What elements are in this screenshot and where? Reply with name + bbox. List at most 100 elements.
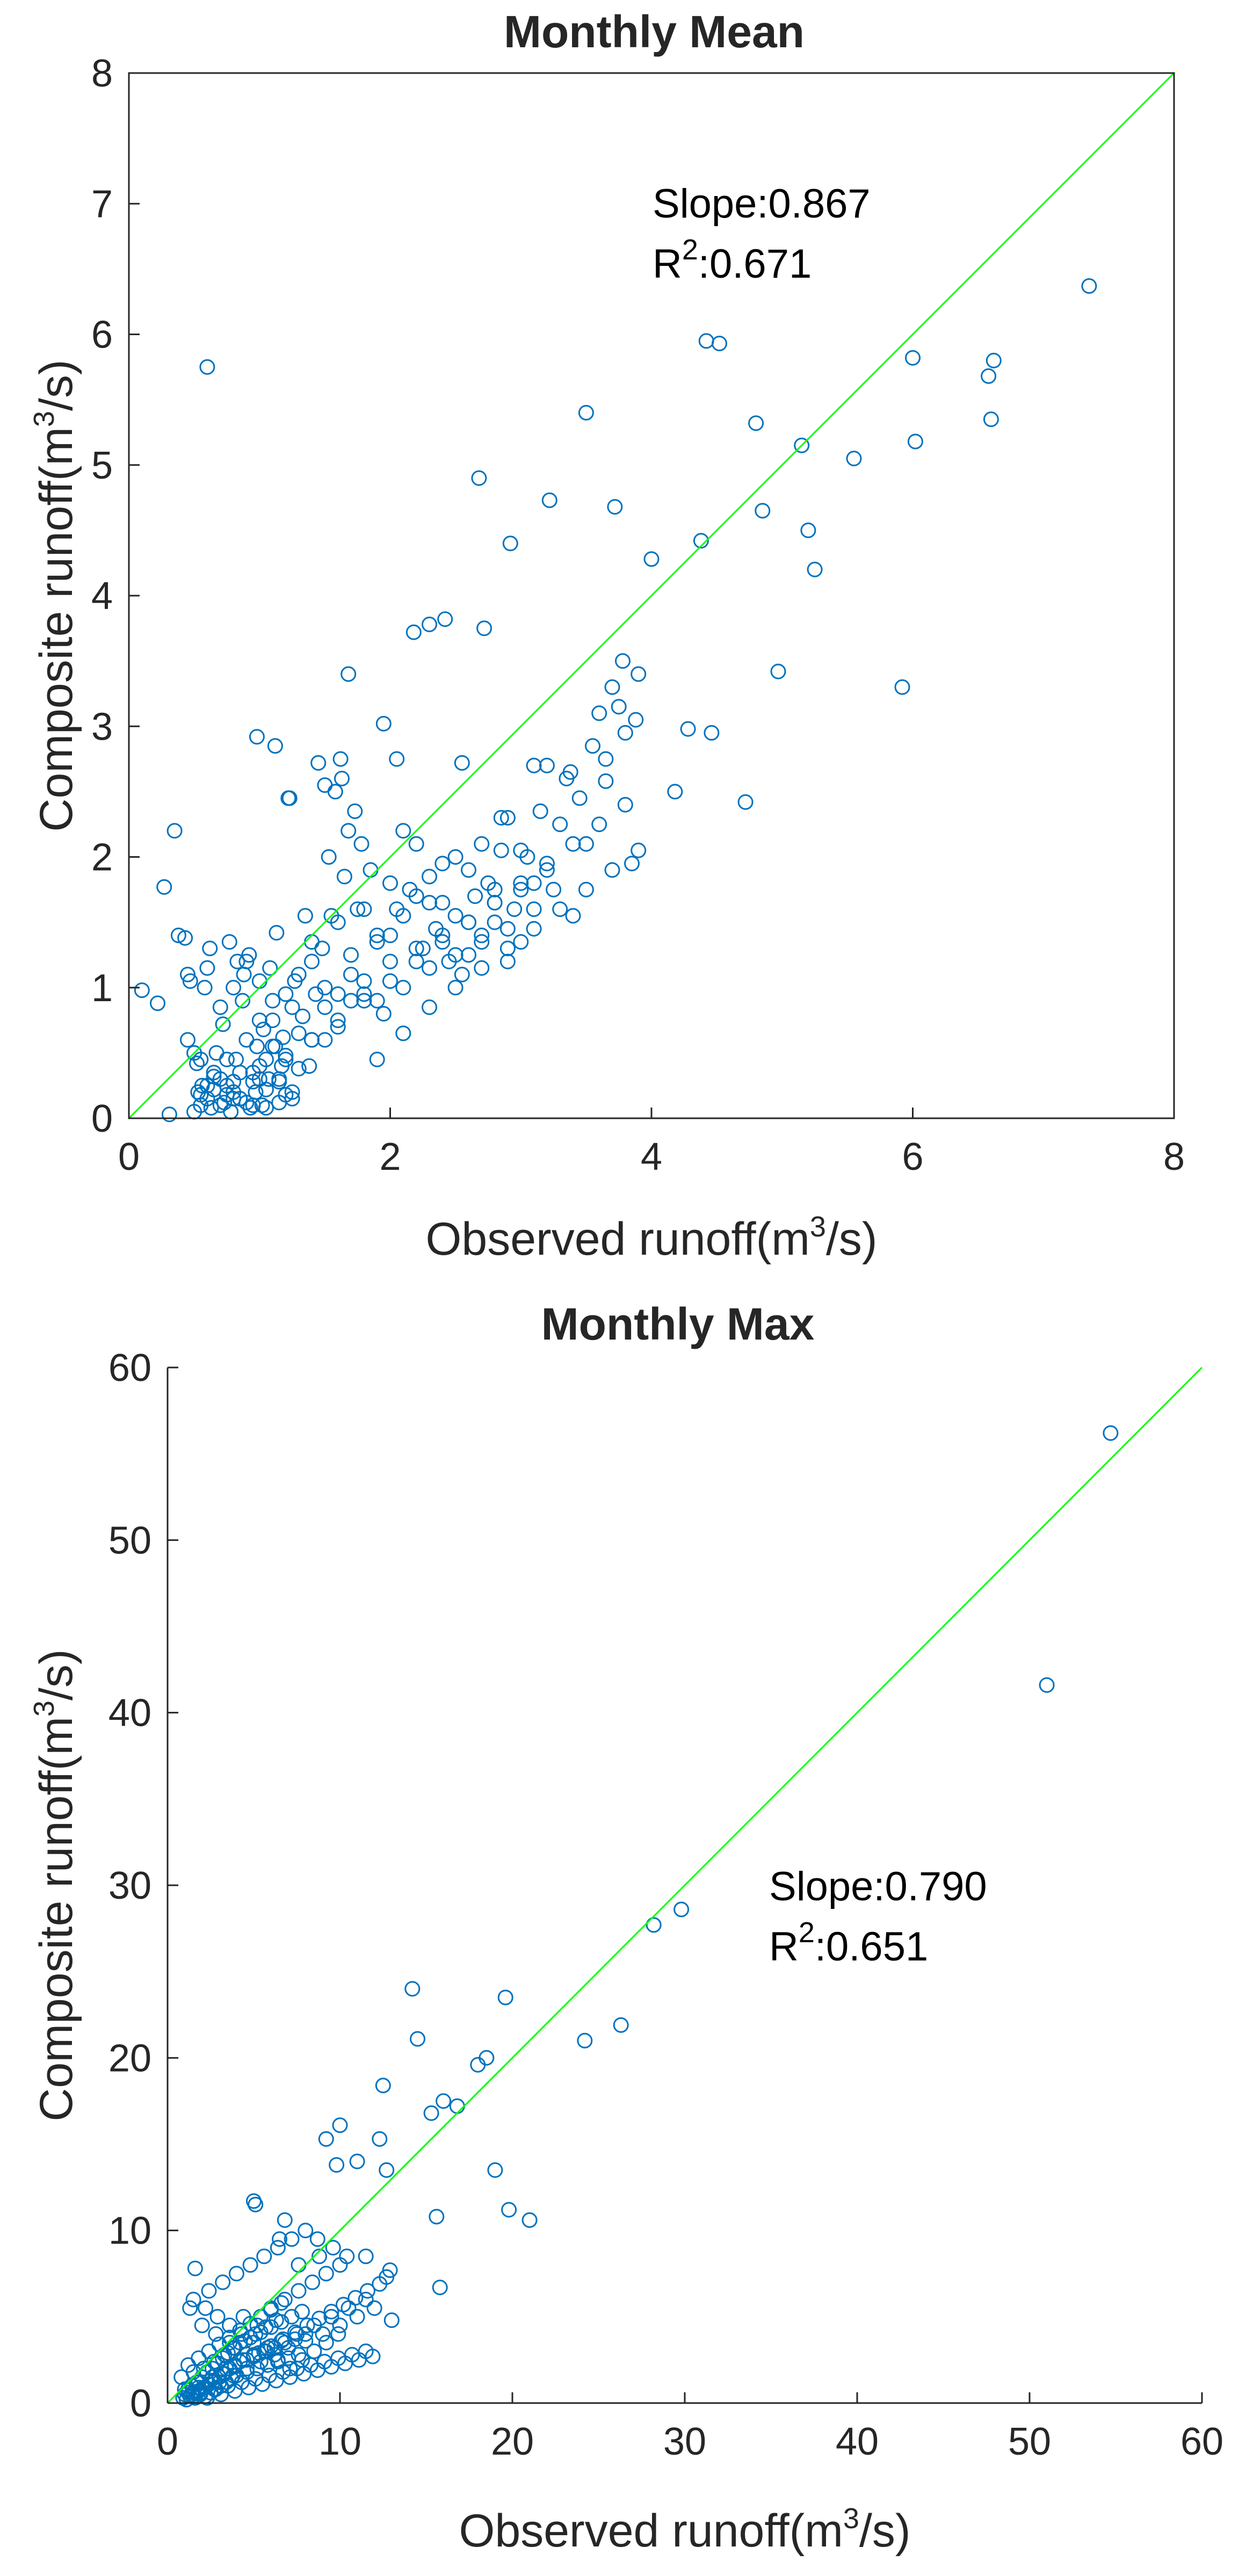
data-point xyxy=(358,2248,374,2264)
data-point xyxy=(298,2326,314,2342)
data-point xyxy=(585,738,600,754)
scatter-points xyxy=(134,278,1097,1123)
data-point xyxy=(308,986,324,1002)
x-tick-label: 50 xyxy=(1008,2420,1051,2463)
data-point xyxy=(330,1019,346,1035)
data-point xyxy=(306,2343,322,2360)
data-point xyxy=(262,960,278,976)
data-point xyxy=(301,1058,317,1074)
data-point xyxy=(578,881,594,898)
data-point xyxy=(241,947,257,963)
data-point xyxy=(235,2309,251,2325)
data-point xyxy=(369,934,385,950)
data-point xyxy=(794,437,810,453)
x-tick-label: 2 xyxy=(379,1135,401,1178)
y-axis-ticks: 0 10 20 30 40 50 60 xyxy=(108,1347,178,2425)
data-point xyxy=(356,986,372,1002)
data-point xyxy=(395,980,411,996)
fit-annotation: Slope:0.790 R2:0.651 xyxy=(769,1864,987,1970)
data-point xyxy=(770,663,786,679)
data-point xyxy=(447,908,463,924)
data-point xyxy=(156,879,172,895)
data-point xyxy=(748,415,764,431)
data-point xyxy=(487,914,503,930)
data-point xyxy=(461,914,476,930)
data-point xyxy=(194,2317,210,2333)
data-point xyxy=(571,790,588,806)
data-point xyxy=(199,960,215,976)
data-point xyxy=(499,953,516,969)
data-point xyxy=(312,2248,327,2264)
data-point xyxy=(291,966,307,982)
data-point xyxy=(624,856,640,872)
data-point xyxy=(321,849,337,865)
data-point xyxy=(704,725,720,741)
data-point xyxy=(275,2331,291,2347)
y-tick-label: 40 xyxy=(108,1692,151,1735)
data-point xyxy=(422,617,437,632)
data-point xyxy=(617,725,633,741)
slope-label: Slope:0.790 xyxy=(769,1864,987,1909)
x-axis-label: Observed runoff(m3/s) xyxy=(426,1211,878,1265)
x-tick-label: 40 xyxy=(836,2420,879,2463)
data-point xyxy=(281,790,298,806)
data-point xyxy=(432,2280,448,2296)
data-point xyxy=(541,492,557,508)
data-point xyxy=(366,2300,382,2316)
data-point xyxy=(422,960,437,976)
y-tick-label: 1 xyxy=(91,967,113,1010)
data-point xyxy=(215,2274,231,2290)
data-point xyxy=(317,1032,333,1048)
y-tick-label: 30 xyxy=(108,1864,151,1907)
chart-title: Monthly Mean xyxy=(504,6,805,57)
data-point xyxy=(251,1058,267,1074)
data-point xyxy=(615,653,631,669)
data-point xyxy=(607,499,623,515)
data-point xyxy=(332,2257,348,2273)
data-point xyxy=(330,986,346,1002)
data-point xyxy=(526,921,542,937)
data-point xyxy=(206,1065,222,1081)
data-point xyxy=(408,836,424,852)
x-tick-label: 8 xyxy=(1163,1135,1185,1178)
data-point xyxy=(198,2300,214,2316)
data-point xyxy=(539,856,555,872)
data-point xyxy=(336,869,352,885)
data-point xyxy=(499,940,516,957)
data-point xyxy=(315,2326,331,2342)
data-point xyxy=(309,2231,325,2247)
data-point xyxy=(389,751,405,767)
data-point xyxy=(267,738,283,754)
data-point xyxy=(604,679,620,695)
data-point xyxy=(191,2379,207,2396)
data-point xyxy=(177,930,193,946)
data-point xyxy=(410,2031,425,2047)
y-tick-label: 2 xyxy=(91,836,113,879)
data-point xyxy=(256,1022,271,1038)
data-point xyxy=(487,881,503,898)
data-point xyxy=(598,773,614,789)
data-point xyxy=(318,2266,334,2282)
data-point xyxy=(461,947,476,963)
data-point xyxy=(667,784,683,800)
data-point xyxy=(437,611,453,627)
data-point xyxy=(209,2309,226,2325)
data-point xyxy=(552,901,568,917)
data-point xyxy=(278,1052,294,1067)
data-point xyxy=(447,947,463,963)
x-axis-ticks: 0 2 4 6 8 xyxy=(118,1108,1185,1178)
data-point xyxy=(238,953,255,969)
data-point xyxy=(474,928,490,943)
data-point xyxy=(349,2153,365,2169)
data-point xyxy=(356,973,372,989)
data-point xyxy=(201,2283,217,2299)
data-point xyxy=(189,1055,205,1072)
data-point xyxy=(415,940,431,957)
data-point xyxy=(219,1077,235,1094)
r2-label: R2:0.651 xyxy=(769,1916,928,1970)
data-point xyxy=(562,764,578,780)
data-point xyxy=(375,715,392,732)
data-point xyxy=(249,1038,265,1054)
data-point xyxy=(408,888,424,904)
data-point xyxy=(502,536,518,552)
